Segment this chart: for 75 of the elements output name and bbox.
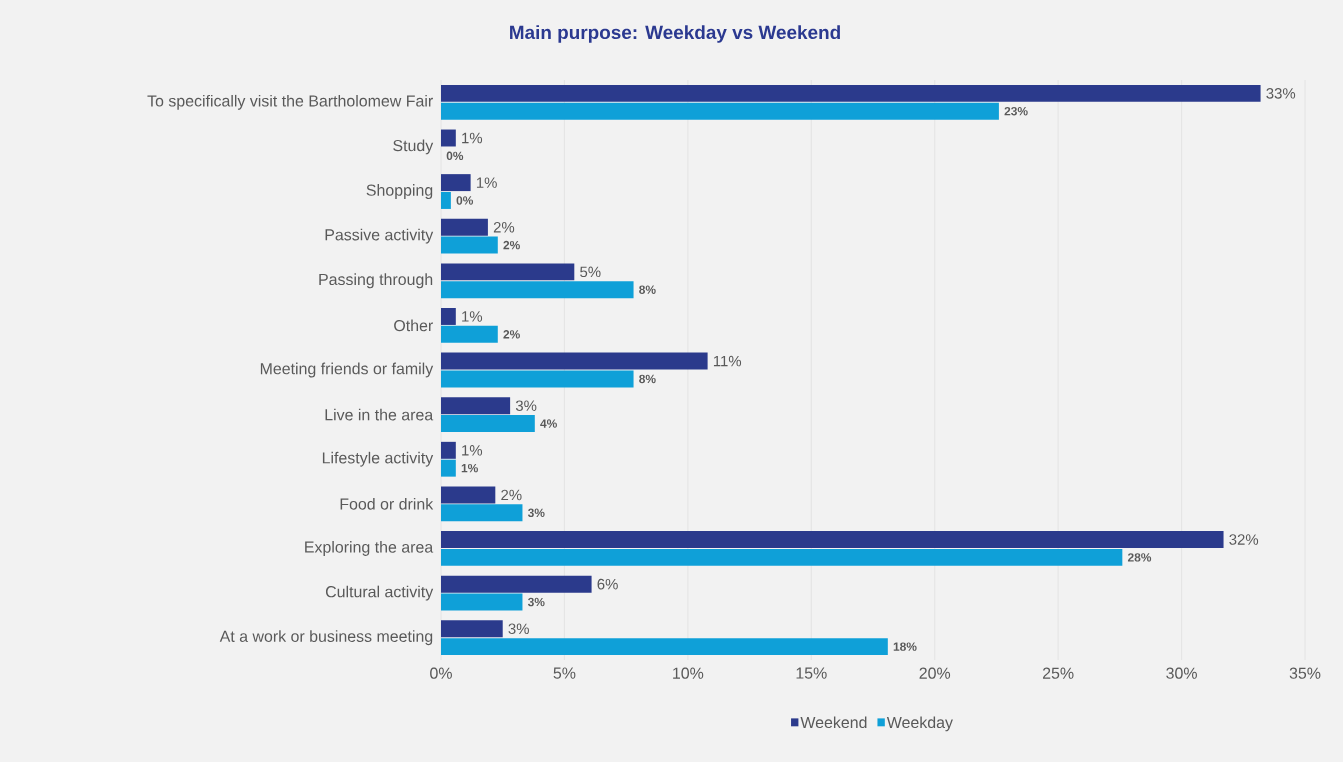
bar: [441, 593, 523, 611]
data-label: 0%: [456, 196, 474, 205]
y-tick-label: Lifestyle activity: [322, 451, 434, 467]
chart-title: Main purpose: Weekday vs Weekend: [510, 25, 840, 43]
data-label: 3%: [527, 597, 545, 607]
data-label: 2%: [503, 330, 520, 339]
y-tick-label: Food or drink: [340, 498, 434, 510]
data-label: 0%: [446, 151, 464, 161]
bar: [441, 236, 498, 254]
y-tick-label: Other: [394, 319, 433, 332]
bar: [441, 352, 708, 370]
bar: [441, 575, 592, 593]
data-label: 1%: [462, 445, 483, 456]
bar: [441, 263, 575, 281]
x-tick-label: 5%: [553, 667, 576, 679]
data-label: 3%: [515, 400, 537, 411]
data-label: 1%: [476, 177, 497, 188]
data-label: 1%: [461, 463, 478, 473]
data-label: 18%: [893, 642, 917, 651]
y-tick-label: Live in the area: [325, 408, 434, 421]
data-label: 33%: [1266, 88, 1296, 99]
bar: [441, 620, 503, 638]
bar: [441, 191, 451, 209]
x-tick-label: 0%: [430, 667, 452, 679]
bar: [441, 531, 1224, 549]
y-tick-label: Passive activity: [325, 228, 434, 244]
data-label: 23%: [1004, 107, 1028, 116]
x-tick-label: 10%: [673, 667, 704, 679]
x-tick-label: 30%: [1166, 667, 1197, 679]
data-label: 1%: [462, 311, 483, 322]
data-label: 6%: [597, 578, 618, 590]
data-label: 28%: [1127, 553, 1152, 562]
bar: [441, 84, 1261, 102]
data-label: 5%: [580, 266, 601, 278]
bar: [441, 325, 498, 343]
bar: [441, 129, 456, 147]
y-tick-label: Passing through: [319, 273, 433, 289]
data-label: 2%: [501, 489, 522, 501]
y-tick-label: Study: [393, 139, 434, 155]
y-tick-label: Cultural activity: [325, 585, 434, 601]
data-label: 1%: [462, 132, 483, 144]
bar: [441, 218, 488, 236]
data-label: 3%: [527, 508, 545, 518]
legend-label: Weekend: [800, 716, 867, 729]
data-label: 11%: [713, 355, 742, 367]
bar: [441, 504, 523, 522]
data-label: 4%: [540, 419, 557, 428]
bar: [441, 174, 471, 192]
bar: [441, 281, 634, 299]
y-tick-label: Shopping: [366, 184, 433, 199]
y-tick-label: To specifically visit the Bartholomew Fair: [147, 94, 433, 110]
bar: [441, 638, 888, 656]
data-label: 8%: [639, 374, 656, 384]
data-label: 32%: [1229, 534, 1259, 545]
y-tick-label: At a work or business meeting: [219, 630, 433, 646]
bar: [441, 548, 1123, 566]
bar: [441, 486, 496, 504]
bar: [441, 102, 999, 120]
data-label: 2%: [493, 221, 515, 233]
data-label: 3%: [508, 623, 529, 635]
x-tick-label: 15%: [796, 667, 827, 679]
bar: [441, 370, 634, 388]
x-tick-label: 25%: [1042, 667, 1074, 679]
y-tick-label: Meeting friends or family: [260, 362, 434, 378]
bar: [441, 307, 456, 325]
data-label: 8%: [639, 285, 656, 294]
bar: [441, 441, 456, 459]
bar: [441, 459, 456, 477]
data-label: 2%: [503, 240, 520, 250]
y-tick-label: Exploring the area: [305, 541, 434, 556]
legend-label: Weekday: [886, 716, 953, 732]
x-tick-label: 35%: [1289, 667, 1321, 679]
bar: [441, 415, 535, 433]
x-tick-label: 20%: [919, 667, 951, 679]
bar: [441, 397, 511, 415]
